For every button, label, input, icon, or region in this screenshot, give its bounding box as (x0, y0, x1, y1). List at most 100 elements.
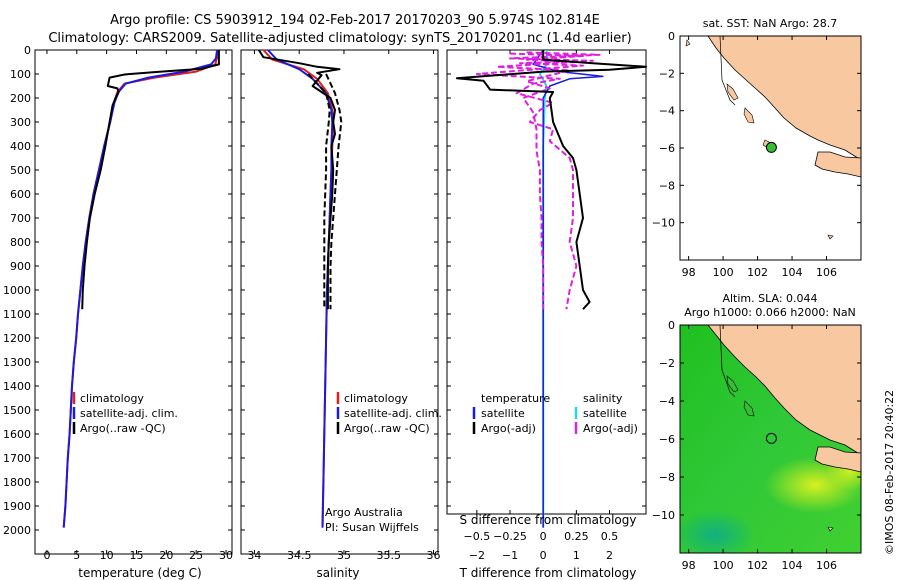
legend-label-temperature-satellite: satellite (481, 407, 525, 420)
x-tick-label: 35.5 (377, 549, 402, 562)
map-x-tick-label: 98 (682, 266, 696, 279)
map-y-tick-label: −10 (652, 217, 675, 230)
x-tick-label: 25 (189, 549, 203, 562)
temperature-x-ticks: 0 5 10 15 20 25 30 (43, 50, 233, 562)
figure-title-line2: Climatology: CARS2009. Satellite-adjuste… (48, 31, 631, 46)
legend-label-temperature-argo: Argo(-adj) (481, 422, 536, 435)
map-x-tick-label: 106 (816, 559, 837, 572)
legend-label-argo: Argo(..raw -QC) (80, 422, 166, 435)
sla-island-2 (743, 400, 755, 417)
sla-map-y-ticks: 0 −2 −4 −6 −8 −10 (652, 319, 861, 522)
x-tick-label: 36 (427, 549, 441, 562)
credit-line1: Argo Australia (325, 506, 403, 519)
temperature-panel: 0100200300400500600700800900100011001200… (3, 44, 233, 580)
x2-tick-label: −0.5 (463, 530, 490, 543)
map-x-tick-label: 104 (782, 266, 803, 279)
difference-legend: temperature satellite Argo(-adj) salinit… (472, 392, 638, 435)
x-tick-label: 0 (43, 549, 50, 562)
map-y-tick-label: −4 (659, 105, 675, 118)
y-tick-label: 900 (10, 260, 31, 273)
legend-label-satellite: satellite-adj. clim. (80, 407, 178, 420)
y-tick-label: 400 (10, 140, 31, 153)
temperature-y-ticks: 0 100 200 300 400 500 600 700 800 900 1000 1100 1200… (3, 44, 232, 537)
sla-map-panel: Altim. SLA: 0.044 Argo h1000: 0.066 h200… (652, 292, 862, 572)
legend-label-salinity-argo: Argo(-adj) (583, 422, 638, 435)
map-x-tick-label: 106 (816, 266, 837, 279)
coast-line (719, 36, 736, 106)
series-line (267, 49, 334, 528)
sst-map-title: sat. SST: NaN Argo: 28.7 (703, 17, 837, 30)
legend-title-temperature: temperature (481, 392, 550, 405)
sla-island-1 (726, 375, 739, 393)
map-y-tick-label: −6 (659, 433, 675, 446)
sst-map-land (685, 36, 861, 240)
salinity-panel: 34 34.5 35 35.5 36 salinity climatology sate… (240, 49, 442, 580)
x2-tick-label: −0.25 (493, 530, 527, 543)
x2-tick-label: 0.25 (564, 530, 589, 543)
map-y-tick-label: −2 (659, 357, 675, 370)
sla-map-x-ticks: 98 100 102 104 106 (682, 325, 837, 572)
legend-label-climatology: climatology (344, 392, 408, 405)
island-4 (685, 39, 691, 47)
sst-argo-marker (765, 141, 777, 153)
difference-series (455, 49, 647, 528)
x-tick-label: 34.5 (287, 549, 312, 562)
legend-label-climatology: climatology (80, 392, 144, 405)
map-x-tick-label: 104 (782, 559, 803, 572)
series-line (455, 50, 647, 310)
sla-island-3 (827, 526, 834, 532)
y-tick-label: 800 (10, 236, 31, 249)
y-tick-label: 1200 (3, 332, 31, 345)
legend-label-argo: Argo(..raw -QC) (344, 422, 430, 435)
temperature-plot-frame (34, 49, 233, 555)
x-tick-label: 30 (219, 549, 233, 562)
difference-y-ticks (447, 49, 646, 507)
series-line (81, 50, 220, 310)
sst-map-panel: sat. SST: NaN Argo: 28.7 0 −2 −4 −6 −8 −10 98… (652, 17, 862, 279)
x-tick-label: 34 (247, 549, 261, 562)
map-y-tick-label: 0 (668, 30, 675, 43)
x-tick-label: 10 (100, 549, 114, 562)
y-tick-label: 1000 (3, 284, 31, 297)
x-tick-label: 35 (337, 549, 351, 562)
sla-coast-line (719, 325, 736, 398)
y-tick-label: 100 (10, 68, 31, 81)
y-tick-label: 1500 (3, 404, 31, 417)
map-y-tick-label: −6 (659, 142, 675, 155)
island-5 (827, 234, 834, 240)
difference-panel: −2 −1 0 1 2 −0.5 −0.25 0 0.25 0.5 S difference f… (446, 49, 647, 580)
difference-x2label: S difference from climatology (460, 513, 637, 527)
map-y-tick-label: 0 (668, 319, 675, 332)
salinity-y-ticks (241, 49, 438, 531)
map-y-tick-label: −8 (659, 471, 675, 484)
sla-map-title-line1: Altim. SLA: 0.044 (722, 292, 817, 305)
map-x-tick-label: 98 (682, 559, 696, 572)
java-land (814, 151, 861, 178)
x-tick-label: −2 (469, 549, 485, 562)
series-line (307, 73, 331, 310)
y-tick-label: 1600 (3, 428, 31, 441)
imos-watermark: ©IMOS 08-Feb-2017 20:40:22 (883, 390, 896, 555)
temperature-xlabel: temperature (deg C) (78, 566, 201, 580)
x-tick-label: 2 (606, 549, 613, 562)
series-line (475, 51, 601, 310)
map-x-tick-label: 102 (747, 559, 768, 572)
y-tick-label: 1400 (3, 380, 31, 393)
difference-xlabel: T difference from climatology (459, 566, 637, 580)
sla-low-anomaly (680, 510, 755, 553)
y-tick-label: 600 (10, 188, 31, 201)
x-tick-label: 5 (73, 549, 80, 562)
x-tick-label: −1 (502, 549, 518, 562)
y-tick-label: 200 (10, 92, 31, 105)
salinity-series (258, 49, 343, 528)
x-tick-label: 1 (573, 549, 580, 562)
figure-title-line1: Argo profile: CS 5903912_194 02-Feb-2017… (110, 13, 600, 28)
map-y-tick-label: −4 (659, 395, 675, 408)
salinity-legend: climatology satellite-adj. clim. Argo(..… (336, 392, 442, 435)
sla-map-title-line2: Argo h1000: 0.066 h2000: NaN (684, 306, 856, 319)
legend-label-salinity-satellite: satellite (583, 407, 627, 420)
y-tick-label: 1700 (3, 452, 31, 465)
legend-label-satellite: satellite-adj. clim. (344, 407, 442, 420)
sst-map-y-ticks: 0 −2 −4 −6 −8 −10 (652, 30, 861, 230)
